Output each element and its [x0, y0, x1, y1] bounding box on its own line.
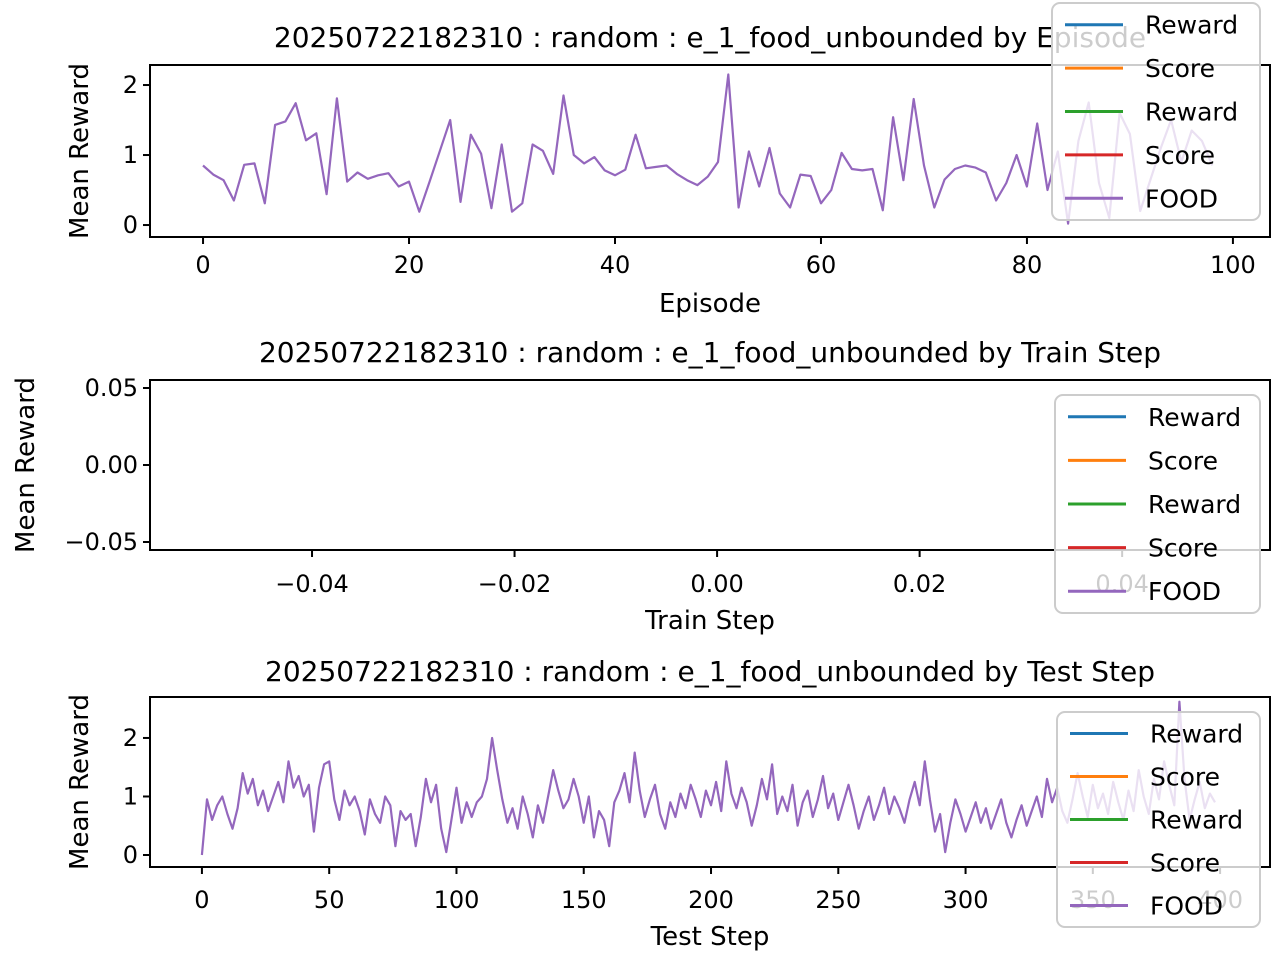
y-tick-label: 0.00 [85, 451, 138, 479]
subplot-3: 20250722182310 : random : e_1_food_unbou… [65, 655, 1271, 952]
x-tick-label: 0 [195, 251, 210, 279]
legend-label-score: Score [1145, 54, 1215, 83]
x-tick-label: −0.04 [275, 570, 349, 598]
y-tick-label: 0 [123, 211, 138, 239]
x-tick-label: 0 [194, 886, 209, 914]
y-axis-label: Mean Reward [65, 694, 95, 870]
x-axis-label: Episode [659, 289, 761, 319]
x-tick-label: 20 [394, 251, 425, 279]
legend-label-food: FOOD [1150, 892, 1223, 921]
x-tick-label: 100 [1210, 251, 1256, 279]
legend-label-score: Score [1148, 446, 1218, 475]
legend-label-reward: Reward [1145, 11, 1238, 40]
axes-spines [149, 379, 1271, 551]
y-tick-label: 2 [123, 71, 138, 99]
axes-spines [149, 696, 1271, 868]
plot-title: 20250722182310 : random : e_1_food_unbou… [274, 21, 1146, 54]
subplot-2: 20250722182310 : random : e_1_food_unbou… [11, 336, 1271, 636]
legend-box [1056, 711, 1261, 928]
legend-label-food: FOOD [1148, 577, 1221, 606]
plot-title: 20250722182310 : random : e_1_food_unbou… [265, 655, 1155, 688]
x-tick-label: 0.00 [690, 570, 743, 598]
legend-box [1051, 2, 1261, 221]
subplot-1: 20250722182310 : random : e_1_food_unbou… [65, 2, 1271, 319]
y-tick-label: 1 [123, 141, 138, 169]
legend-label-reward: Reward [1150, 720, 1243, 749]
x-axis-label: Train Step [644, 606, 775, 636]
food-series-line [200, 700, 1216, 856]
x-axis-label: Test Step [650, 922, 770, 952]
x-tick-label: −0.02 [478, 570, 552, 598]
legend-label-score: Score [1150, 849, 1220, 878]
legend: Reward Score Reward Score FOOD [1056, 711, 1261, 928]
y-axis-label: Mean Reward [11, 377, 41, 553]
y-axis-label: Mean Reward [65, 63, 95, 239]
legend: Reward Score Reward Score FOOD [1054, 394, 1261, 614]
x-tick-label: 100 [434, 886, 480, 914]
y-tick-label: −0.05 [64, 528, 138, 556]
legend-label-reward: Reward [1150, 806, 1243, 835]
x-tick-label: 50 [314, 886, 345, 914]
legend-label-food: FOOD [1145, 184, 1218, 213]
legend-label-reward: Reward [1148, 403, 1241, 432]
x-tick-label: 0.02 [893, 570, 946, 598]
x-tick-label: 200 [688, 886, 734, 914]
legend-label-reward: Reward [1145, 98, 1238, 127]
y-tick-label: 2 [123, 724, 138, 752]
x-tick-label: 80 [1012, 251, 1043, 279]
legend-label-score: Score [1150, 763, 1220, 792]
y-tick-label: 0 [123, 841, 138, 869]
legend-label-score: Score [1148, 534, 1218, 563]
food-series-line [202, 73, 1214, 225]
x-tick-label: 40 [600, 251, 631, 279]
x-tick-label: 300 [943, 886, 989, 914]
legend-box [1054, 394, 1261, 614]
x-tick-label: 250 [815, 886, 861, 914]
axes-spines [149, 64, 1271, 238]
legend-label-reward: Reward [1148, 490, 1241, 519]
plot-title: 20250722182310 : random : e_1_food_unbou… [259, 336, 1161, 369]
x-tick-label: 150 [561, 886, 607, 914]
y-tick-label: 1 [123, 782, 138, 810]
x-tick-label: 60 [806, 251, 837, 279]
y-tick-label: 0.05 [85, 374, 138, 402]
legend: Reward Score Reward Score FOOD [1051, 2, 1261, 221]
legend-label-score: Score [1145, 141, 1215, 170]
